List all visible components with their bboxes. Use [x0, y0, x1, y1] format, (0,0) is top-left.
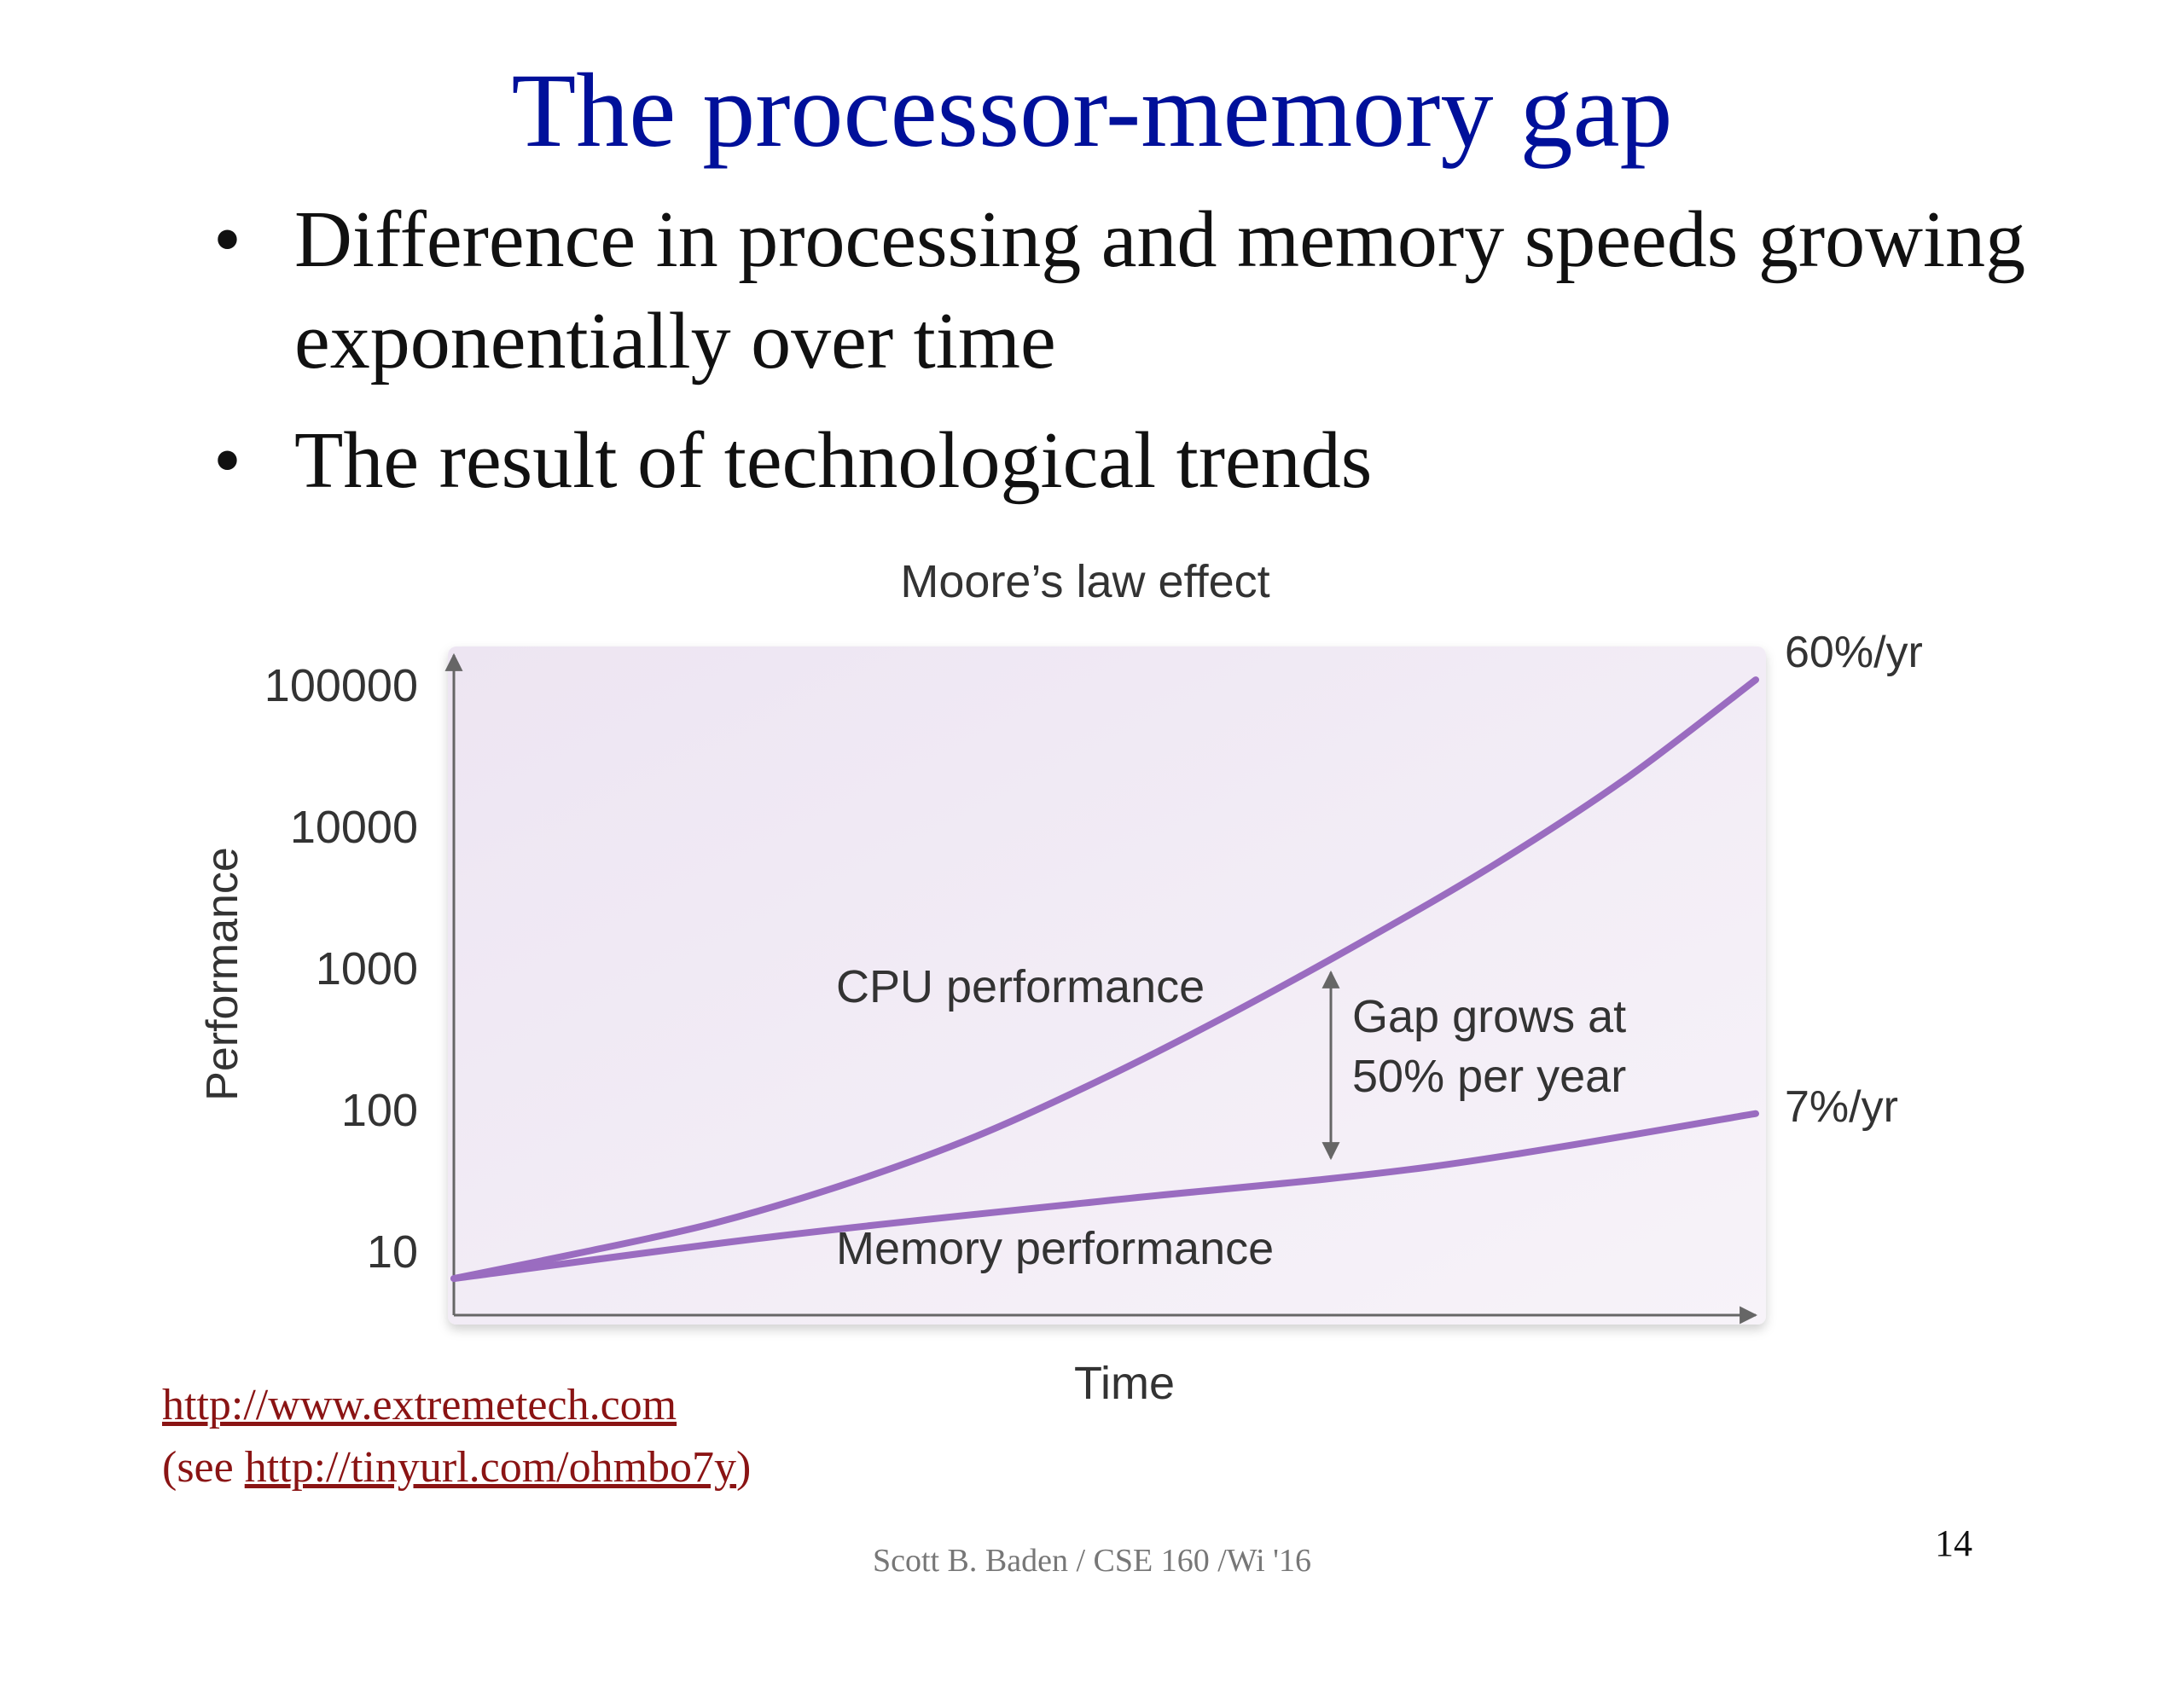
growth-label-cpu: 60%/yr — [1785, 628, 1923, 677]
bullet-item: Difference in processing and memory spee… — [205, 189, 2082, 393]
slide-footer: Scott B. Baden / CSE 160 /Wi '16 — [872, 1543, 1312, 1579]
y-axis-label: Performance — [198, 847, 247, 1101]
series-label-cpu: CPU performance — [836, 961, 1205, 1012]
source-citation: http://www.extremetech.com (see http://t… — [162, 1375, 751, 1499]
gap-annotation-line1: Gap grows at — [1352, 991, 1626, 1042]
series-line-cpu — [450, 676, 1759, 1283]
y-tick-label: 1000 — [316, 943, 418, 994]
page-number: 14 — [1935, 1522, 1972, 1564]
y-tick-label: 10000 — [290, 802, 418, 853]
plot-area — [448, 646, 1766, 1325]
bullet-list: Difference in processing and memory spee… — [205, 189, 2082, 529]
series-line-memory — [450, 1110, 1759, 1283]
source-see-link[interactable]: http://tinyurl.com/ohmbo7y — [244, 1442, 737, 1492]
source-link[interactable]: http://www.extremetech.com — [162, 1381, 677, 1429]
gap-annotation-line2: 50% per year — [1352, 1051, 1626, 1102]
chart-title: Moore’s law effect — [900, 556, 1269, 607]
bullet-item: The result of technological trends — [205, 410, 2082, 513]
source-see-suffix: ) — [736, 1442, 752, 1492]
y-tick-label: 100000 — [264, 660, 418, 711]
source-see-prefix: (see — [162, 1442, 245, 1492]
y-tick-label: 100 — [341, 1085, 418, 1136]
series-label-memory: Memory performance — [836, 1223, 1274, 1274]
growth-label-memory: 7%/yr — [1785, 1082, 1898, 1132]
x-axis-label: Time — [1074, 1358, 1175, 1409]
y-tick-labels: 10 100 1000 10000 100000 — [264, 660, 418, 1278]
slide-title: The processor-memory gap — [511, 52, 1673, 169]
y-tick-label: 10 — [367, 1226, 418, 1278]
